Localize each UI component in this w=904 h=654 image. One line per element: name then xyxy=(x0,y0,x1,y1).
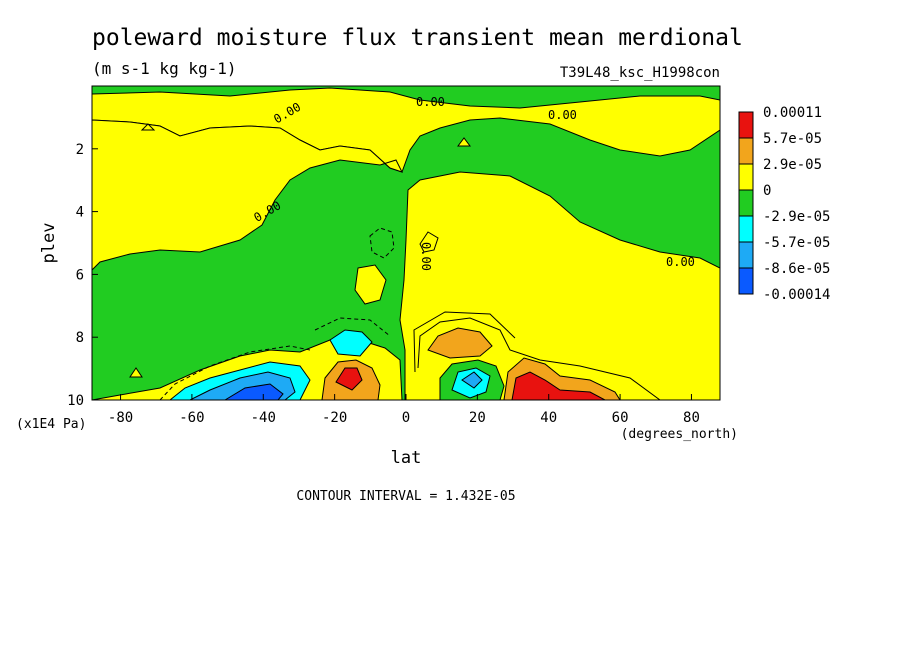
chart-title: poleward moisture flux transient mean me… xyxy=(92,25,743,51)
x-tick-label: -80 xyxy=(108,410,133,426)
x-tick-label: 20 xyxy=(469,410,486,426)
x-axis: -80 -60 -40 -20 0 20 40 60 80 xyxy=(108,394,700,426)
y-tick-label: 8 xyxy=(76,330,84,346)
legend-swatch xyxy=(738,241,754,269)
contour-fill-blue-right xyxy=(461,371,483,389)
legend-label: -0.00014 xyxy=(763,287,830,303)
legend-label: -2.9e-05 xyxy=(763,209,830,225)
plot-area xyxy=(92,86,720,400)
chart-units: (m s-1 kg kg-1) xyxy=(92,59,237,78)
contour-fill-red-right xyxy=(511,371,606,400)
contour-fill-island-3 xyxy=(457,137,471,147)
contour-fill-orange-mid xyxy=(427,327,493,359)
contour-label-5: 0.00 xyxy=(419,242,433,271)
x-units: (degrees_north) xyxy=(621,427,738,442)
contour-lines-dashed xyxy=(159,227,395,400)
contour-fill-cyan-upper xyxy=(329,329,373,357)
legend-swatch xyxy=(738,267,754,295)
x-tick-label: -20 xyxy=(322,410,347,426)
legend-label: 5.7e-05 xyxy=(763,131,822,147)
x-tick-label: -60 xyxy=(179,410,204,426)
y-tick-label: 6 xyxy=(76,267,84,283)
run-label: T39L48_ksc_H1998con xyxy=(560,65,720,81)
contour-interval: CONTOUR INTERVAL = 1.432E-05 xyxy=(296,489,515,504)
legend-swatch xyxy=(738,111,754,139)
legend-swatch xyxy=(738,163,754,191)
legend-label: 2.9e-05 xyxy=(763,157,822,173)
x-tick-label: 80 xyxy=(683,410,700,426)
contour-label-3: 0.00 xyxy=(548,108,577,122)
legend-label: -8.6e-05 xyxy=(763,261,830,277)
contour-label-2: 0.00 xyxy=(416,95,445,109)
x-tick-label: 40 xyxy=(540,410,557,426)
legend-label: 0.00011 xyxy=(763,105,822,121)
contour-lines-solid xyxy=(413,231,661,400)
contour-fill-red-left xyxy=(335,367,363,391)
contour-fill-left-yellow xyxy=(92,119,403,271)
contour-label-6: 0.00 xyxy=(666,255,695,269)
legend: 0.00011 5.7e-05 2.9e-05 0 -2.9e-05 -5.7e-05 -8… xyxy=(738,105,830,303)
legend-swatch xyxy=(738,189,754,217)
legend-swatch xyxy=(738,137,754,165)
contour-fill-blue-core xyxy=(224,383,284,400)
contour-fill-island-2 xyxy=(140,123,156,131)
y-axis: 2 4 6 8 10 xyxy=(67,142,98,409)
y-tick-label: 4 xyxy=(76,205,84,221)
y-tick-label: 2 xyxy=(76,142,84,158)
x-tick-label: -40 xyxy=(251,410,276,426)
legend-label: -5.7e-05 xyxy=(763,235,830,251)
contour-fill-island-4 xyxy=(129,367,143,378)
y-units: (x1E4 Pa) xyxy=(16,417,86,432)
y-tick-label: 10 xyxy=(67,393,84,409)
x-tick-label: 60 xyxy=(612,410,629,426)
y-axis-label: plev xyxy=(39,223,59,264)
x-tick-label: 0 xyxy=(402,410,410,426)
contour-fill-island-1 xyxy=(354,264,387,305)
legend-swatch xyxy=(738,215,754,243)
x-axis-label: lat xyxy=(391,448,422,468)
legend-label: 0 xyxy=(763,183,771,199)
